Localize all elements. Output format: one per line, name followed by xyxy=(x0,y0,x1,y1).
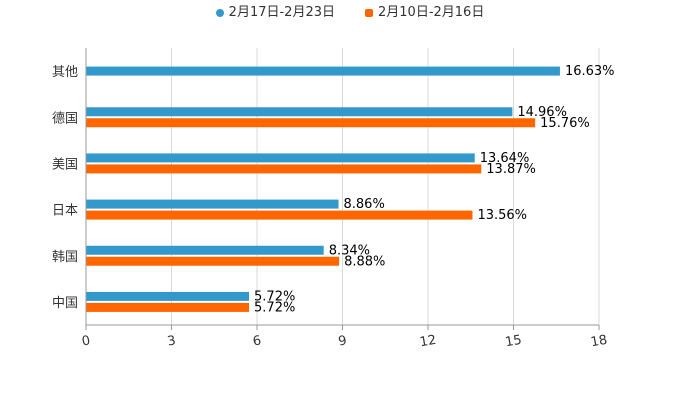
bar-s1-1 xyxy=(86,118,536,128)
data-label-s0-3: 8.86% xyxy=(344,197,385,212)
bars xyxy=(86,66,560,312)
data-label-s1-3: 13.56% xyxy=(477,208,527,223)
legend-label-series-a: 2月17日-2月23日 xyxy=(228,5,335,20)
data-label-s0-1: 14.96% xyxy=(517,105,567,120)
bar-s0-2 xyxy=(86,153,475,163)
tick-label-12: 12 xyxy=(419,333,438,351)
bar-s0-4 xyxy=(86,245,324,255)
bar-s1-3 xyxy=(86,210,473,220)
legend-item-series-a[interactable]: 2月17日-2月23日 xyxy=(215,4,335,22)
data-label-s0-5: 5.72% xyxy=(254,289,295,304)
tick-label-6: 6 xyxy=(252,333,263,349)
tick-label-0: 0 xyxy=(81,333,92,349)
legend-item-series-b[interactable]: 2月10日-2月16日 xyxy=(365,4,484,22)
data-label-s1-5: 5.72% xyxy=(254,300,295,315)
bar-s1-2 xyxy=(86,164,482,174)
chart-legend: 2月17日-2月23日 2月10日-2月16日 xyxy=(0,4,700,22)
bar-s1-5 xyxy=(86,302,250,312)
bar-s0-1 xyxy=(86,107,513,117)
data-label-s0-4: 8.34% xyxy=(329,243,370,258)
x-axis: 0 3 6 9 12 15 18 xyxy=(81,48,609,350)
legend-marker-series-b xyxy=(365,9,373,17)
tick-label-9: 9 xyxy=(337,333,348,349)
bar-s0-0 xyxy=(86,66,560,76)
gridlines xyxy=(171,48,600,325)
bar-s0-3 xyxy=(86,199,339,209)
category-label-3: 日本 xyxy=(52,204,78,219)
tick-label-3: 3 xyxy=(166,333,177,349)
bar-s0-5 xyxy=(86,291,250,301)
category-label-4: 韩国 xyxy=(52,250,78,265)
data-label-s0-2: 13.64% xyxy=(480,151,530,166)
category-label-1: 德国 xyxy=(52,111,78,126)
data-label-s0-0: 16.63% xyxy=(565,64,615,79)
data-label-s1-4: 8.88% xyxy=(344,254,385,269)
bar-s1-4 xyxy=(86,256,340,266)
legend-marker-series-a xyxy=(215,9,224,17)
legend-label-series-b: 2月10日-2月16日 xyxy=(378,5,485,20)
category-label-2: 美国 xyxy=(52,157,78,172)
data-label-s1-2: 13.87% xyxy=(486,162,536,177)
tick-label-15: 15 xyxy=(504,333,523,351)
category-label-5: 中国 xyxy=(52,296,78,311)
data-labels: 16.63% 14.96%15.76% 13.64%13.87% 8.86% 13.56… xyxy=(254,64,615,315)
category-label-0: 其他 xyxy=(52,65,78,80)
tick-label-18: 18 xyxy=(590,333,609,351)
data-label-s1-1: 15.76% xyxy=(540,116,590,131)
